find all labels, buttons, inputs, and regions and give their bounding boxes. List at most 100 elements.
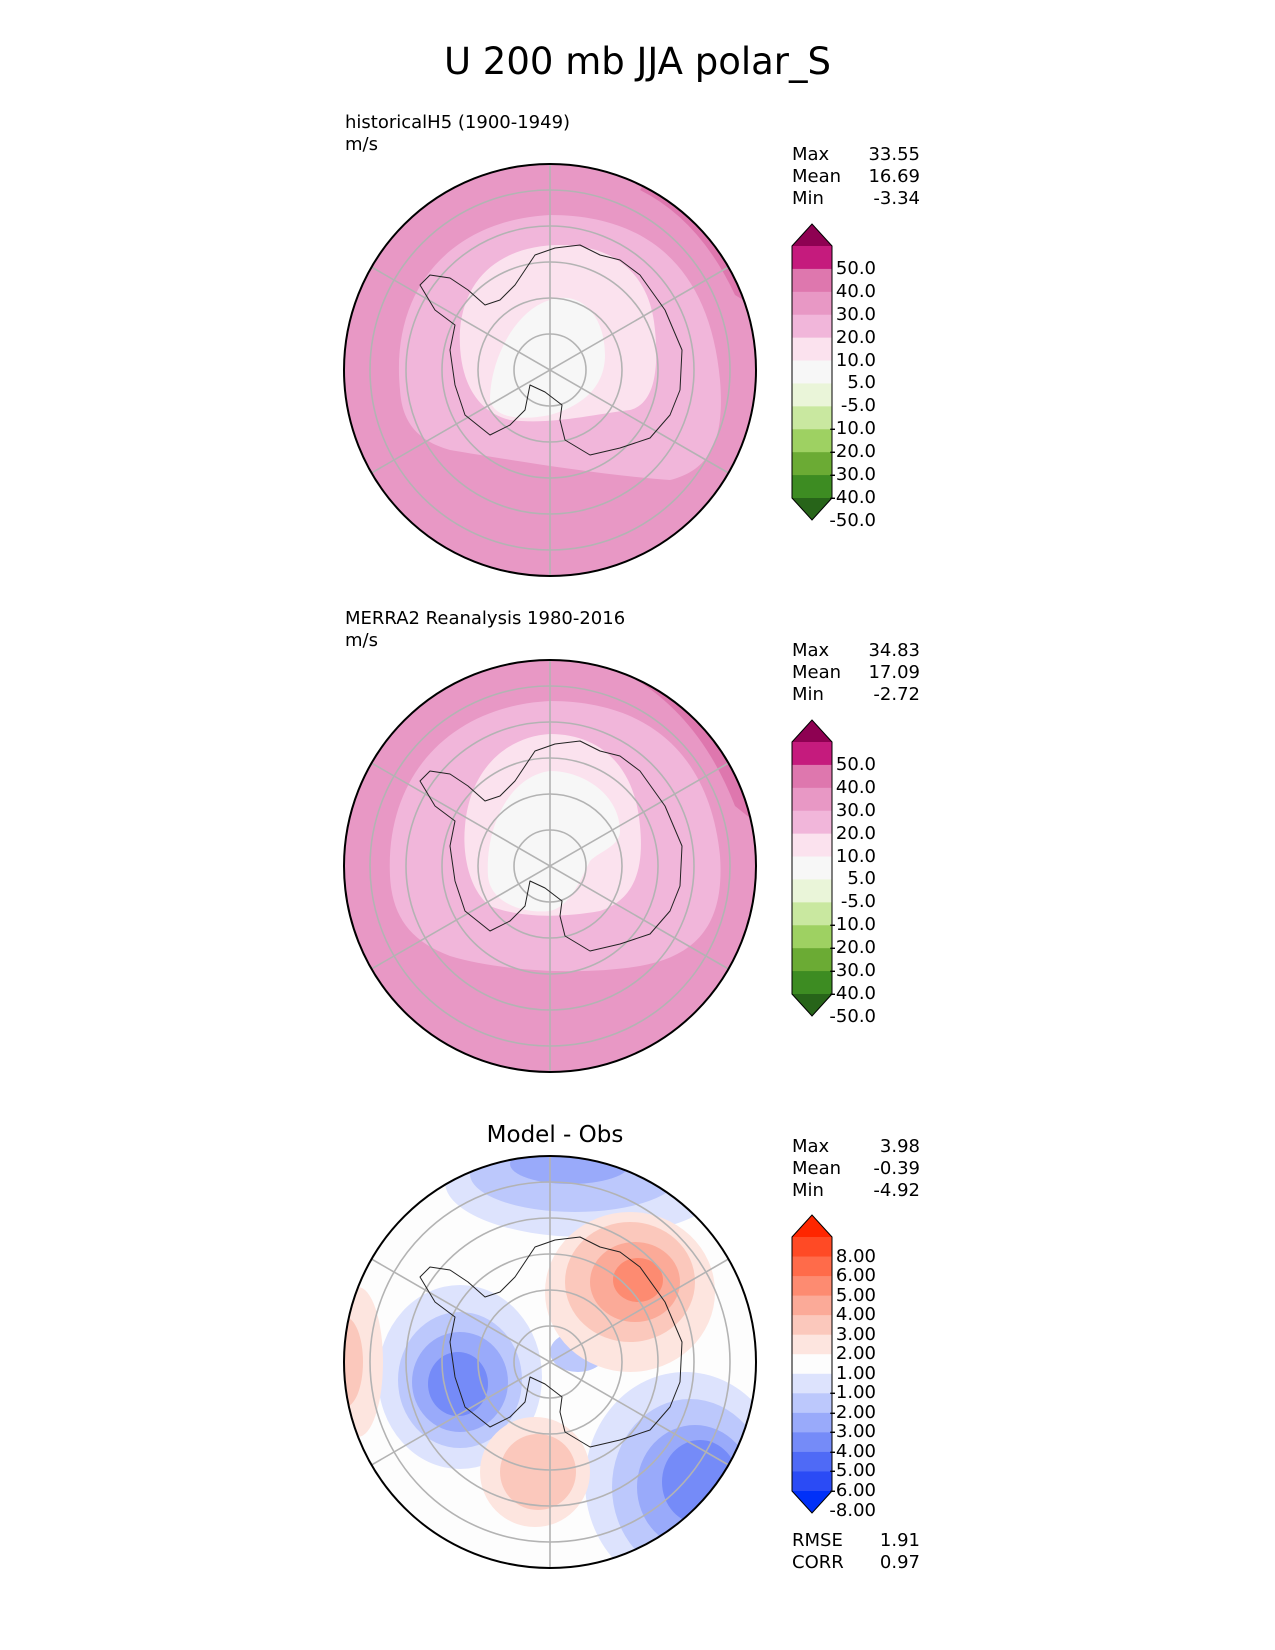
stat-max-value: 3.98 — [879, 1136, 920, 1157]
colorbar-swatch — [792, 856, 832, 880]
colorbar-tick-label: -30.0 — [829, 960, 876, 982]
colorbar-swatch — [792, 1295, 832, 1316]
colorbar-extend-min — [792, 994, 832, 1016]
colorbar-tick-label: -5.0 — [840, 891, 876, 913]
stat-min-value: -3.34 — [873, 188, 920, 209]
panel-model-colorbar — [791, 223, 833, 521]
map-boundary — [343, 163, 757, 577]
stat-max-value: 33.55 — [868, 144, 920, 165]
antarctica-coastline — [419, 740, 683, 952]
metric-label: RMSE — [792, 1530, 843, 1551]
colorbar-tick-label: -10.0 — [829, 914, 876, 936]
colorbar-tick-label: -10.0 — [829, 418, 876, 440]
colorbar-swatch — [792, 1471, 832, 1492]
colorbar-tick-label: -5.0 — [840, 395, 876, 417]
field-fill-neg5-5 — [487, 771, 620, 912]
stat-mean-value: 17.09 — [868, 662, 920, 683]
colorbar-swatch — [792, 383, 832, 407]
colorbar-tick-label: -8.00 — [829, 1499, 876, 1521]
colorbar-swatch — [792, 1412, 832, 1433]
colorbar-swatch — [792, 1354, 832, 1375]
colorbar-tick-label: -1.00 — [829, 1382, 876, 1404]
colorbar-tick-label: -50.0 — [829, 1005, 876, 1027]
colorbar-extend-min — [792, 1491, 832, 1513]
antarctica-coastline — [419, 1236, 683, 1448]
panel-obs-map — [343, 659, 757, 1073]
colorbar-outline — [791, 223, 833, 521]
panel-diff-title: Model - Obs — [486, 1122, 624, 1148]
stat-mean-value: 16.69 — [868, 166, 920, 187]
panel-model-map — [343, 163, 757, 577]
stat-mean-value: -0.39 — [873, 1158, 920, 1179]
map-boundary — [343, 659, 757, 1073]
diff-fill-neg3-4 — [510, 1156, 630, 1184]
colorbar-tick-label: -4.00 — [829, 1440, 876, 1462]
panel-obs-stats: Max 34.83 Mean 17.09 Min -2.72 — [792, 640, 920, 706]
colorbar-swatch — [792, 833, 832, 858]
stat-label: Min — [792, 684, 824, 705]
stat-label: Max — [792, 144, 830, 165]
colorbar-swatch — [792, 1393, 832, 1414]
colorbar-tick-label: 40.0 — [835, 776, 876, 798]
colorbar-swatch — [792, 1315, 832, 1336]
colorbar-swatch — [792, 1276, 832, 1297]
colorbar-swatch — [792, 1334, 832, 1355]
colorbar-swatch — [792, 971, 832, 995]
graticule — [367, 164, 733, 576]
colorbar-tick-label: -40.0 — [829, 983, 876, 1004]
colorbar-swatch — [792, 475, 832, 499]
colorbar-tick-label: 5.00 — [835, 1284, 876, 1306]
colorbar-tick-label: -5.00 — [829, 1460, 876, 1482]
colorbar-swatch — [792, 314, 832, 339]
metric-corr-value: 0.97 — [879, 1552, 920, 1573]
colorbar-swatch — [792, 879, 832, 903]
colorbar-swatch — [792, 246, 832, 270]
panel-model-stats: Max 33.55 Mean 16.69 Min -3.34 — [792, 144, 920, 210]
panel-diff-colorbar — [791, 1214, 833, 1514]
colorbar-swatch — [792, 291, 832, 316]
colorbar-tick-label: 30.0 — [835, 303, 876, 325]
diff-fill-2-3 — [500, 1434, 576, 1510]
panel-obs-title-block: MERRA2 Reanalysis 1980-2016 m/s — [345, 608, 625, 652]
diff-fill-neg4-5 — [662, 1440, 738, 1524]
panel-obs-colorbar — [791, 719, 833, 1017]
map-boundary — [343, 1155, 757, 1569]
colorbar-tick-label: -6.00 — [829, 1480, 876, 1501]
stat-label: Max — [792, 640, 830, 661]
colorbar-swatch — [792, 429, 832, 453]
stat-min-value: -2.72 — [873, 684, 920, 705]
colorbar-tick-label: 10.0 — [835, 845, 876, 867]
colorbar-swatch — [792, 268, 832, 293]
colorbar-tick-label: 40.0 — [835, 280, 876, 302]
colorbar-tick-label: -2.00 — [829, 1401, 876, 1423]
colorbar-outline — [791, 1214, 833, 1514]
graticule — [367, 1156, 733, 1568]
colorbar-swatch — [792, 1256, 832, 1277]
colorbar-extend-max — [792, 1215, 832, 1237]
colorbar-swatch — [792, 406, 832, 430]
colorbar-swatch — [792, 764, 832, 789]
colorbar-tick-label: 8.00 — [835, 1245, 876, 1267]
colorbar-swatch — [792, 742, 832, 766]
colorbar-tick-label: -50.0 — [829, 509, 876, 531]
colorbar-tick-label: 20.0 — [835, 326, 876, 348]
colorbar-tick-label: 10.0 — [835, 349, 876, 371]
panel-diff-metrics: RMSE 1.91 CORR 0.97 — [792, 1530, 920, 1574]
stat-label: Min — [792, 1180, 824, 1201]
colorbar-extend-max — [792, 720, 832, 742]
colorbar-swatch — [792, 810, 832, 835]
colorbar-swatch — [792, 787, 832, 812]
colorbar-tick-label: -3.00 — [829, 1421, 876, 1443]
colorbar-outline — [791, 719, 833, 1017]
colorbar-tick-label: 30.0 — [835, 799, 876, 821]
metric-label: CORR — [792, 1552, 844, 1573]
colorbar-tick-label: 6.00 — [835, 1265, 876, 1287]
stat-label: Max — [792, 1136, 830, 1157]
panel-model-title-block: historicalH5 (1900-1949) m/s — [345, 112, 570, 156]
stat-label: Min — [792, 188, 824, 209]
colorbar-swatch — [792, 948, 832, 972]
metric-rmse-value: 1.91 — [879, 1530, 920, 1551]
panel-model-title: historicalH5 (1900-1949) — [345, 112, 571, 133]
colorbar-tick-label: 20.0 — [835, 822, 876, 844]
colorbar-tick-label: 3.00 — [835, 1323, 876, 1345]
